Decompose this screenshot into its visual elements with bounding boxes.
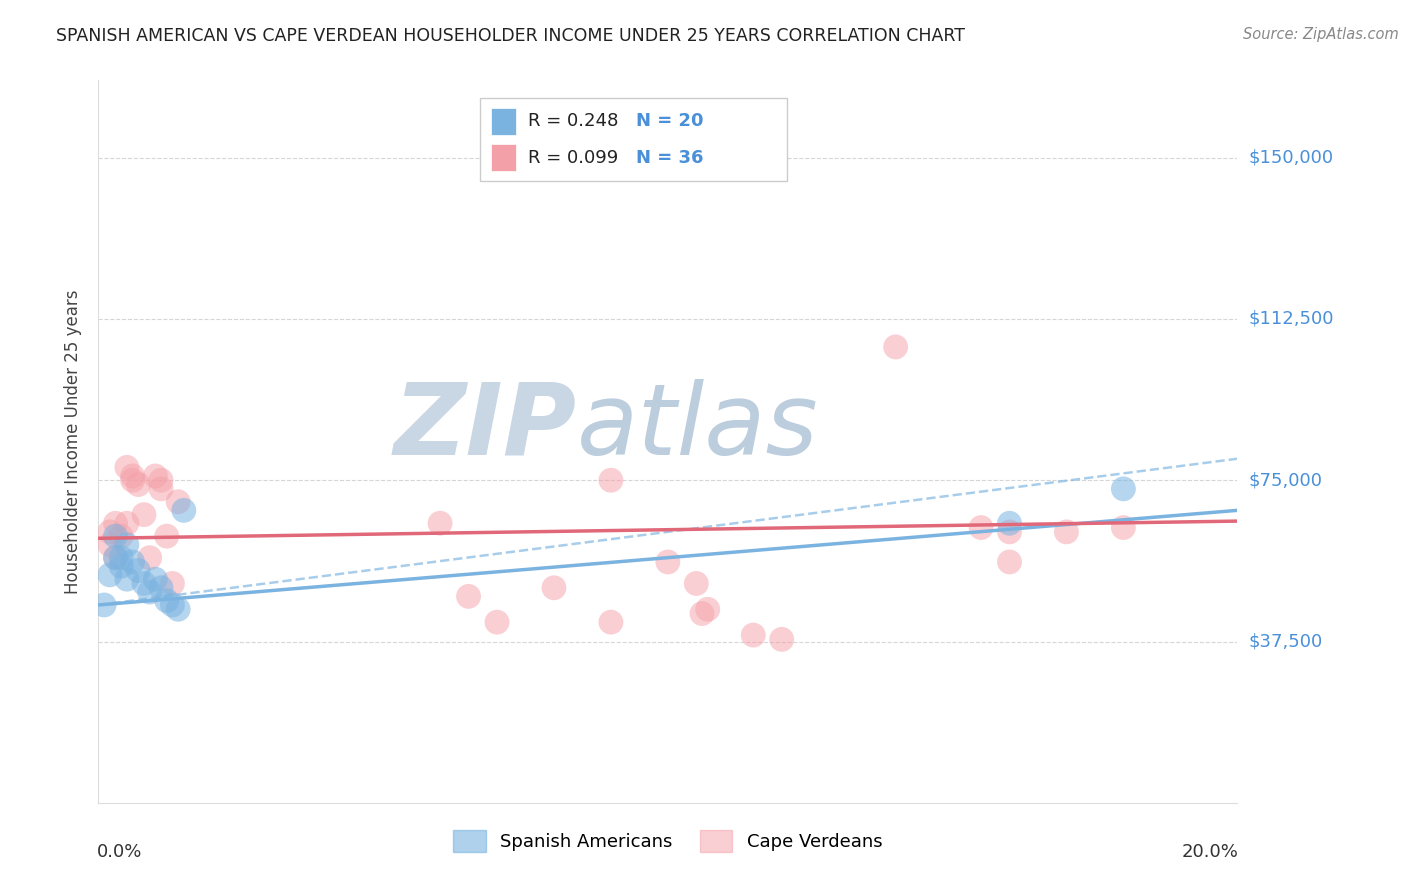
Point (998, 524, 1021, 539)
Point (998, 516, 1021, 531)
Point (121, 555, 143, 569)
Text: N = 36: N = 36 (636, 149, 703, 167)
Point (115, 516, 138, 531)
Y-axis label: Householder Income Under 25 years: Householder Income Under 25 years (65, 289, 83, 594)
Point (167, 494, 190, 508)
Point (98, 567, 121, 582)
Point (110, 559, 132, 574)
Text: R = 0.099: R = 0.099 (527, 149, 619, 167)
Point (543, 581, 565, 595)
Text: 20.0%: 20.0% (1181, 843, 1239, 861)
Point (127, 564, 149, 578)
Point (145, 469, 167, 483)
Point (657, 555, 679, 569)
Point (998, 555, 1021, 569)
Text: R = 0.248: R = 0.248 (527, 112, 619, 130)
Point (162, 576, 184, 591)
Point (145, 572, 167, 586)
Point (121, 473, 143, 487)
Point (150, 482, 173, 496)
Point (690, 607, 713, 621)
Point (138, 550, 160, 565)
FancyBboxPatch shape (479, 98, 787, 181)
Point (696, 602, 718, 616)
Point (138, 585, 160, 599)
Point (162, 598, 184, 612)
Point (98, 538, 121, 552)
Point (173, 503, 195, 517)
Point (486, 615, 509, 630)
FancyBboxPatch shape (491, 144, 516, 171)
Point (884, 340, 907, 354)
Point (429, 516, 451, 531)
Point (685, 576, 707, 591)
Point (98, 524, 121, 539)
FancyBboxPatch shape (491, 108, 516, 136)
Text: 0.0%: 0.0% (97, 843, 142, 861)
Point (150, 581, 173, 595)
Point (132, 508, 155, 522)
Text: $37,500: $37,500 (1249, 632, 1323, 650)
Point (156, 529, 179, 543)
Point (93, 598, 115, 612)
Point (104, 516, 127, 531)
Point (115, 538, 138, 552)
Point (104, 550, 127, 565)
Point (127, 477, 149, 491)
Text: SPANISH AMERICAN VS CAPE VERDEAN HOUSEHOLDER INCOME UNDER 25 YEARS CORRELATION C: SPANISH AMERICAN VS CAPE VERDEAN HOUSEHO… (56, 27, 966, 45)
Point (457, 590, 479, 604)
Point (110, 550, 132, 565)
Point (167, 602, 190, 616)
Point (121, 469, 143, 483)
Text: $150,000: $150,000 (1249, 149, 1333, 167)
Text: Source: ZipAtlas.com: Source: ZipAtlas.com (1243, 27, 1399, 42)
Text: atlas: atlas (576, 378, 818, 475)
Point (742, 628, 765, 642)
Point (600, 615, 623, 630)
Point (600, 473, 623, 487)
Point (132, 576, 155, 591)
Point (115, 460, 138, 475)
Point (1112, 482, 1135, 496)
Point (104, 529, 127, 543)
Point (1112, 520, 1135, 534)
Text: $75,000: $75,000 (1249, 471, 1323, 489)
Point (104, 550, 127, 565)
Point (770, 632, 793, 647)
Point (1056, 524, 1078, 539)
Text: ZIP: ZIP (394, 378, 576, 475)
Point (115, 572, 138, 586)
Point (156, 593, 179, 607)
Point (150, 473, 173, 487)
Legend: Spanish Americans, Cape Verdeans: Spanish Americans, Cape Verdeans (446, 822, 890, 859)
Text: N = 20: N = 20 (636, 112, 703, 130)
Point (970, 520, 993, 534)
Point (110, 529, 132, 543)
Text: $112,500: $112,500 (1249, 310, 1334, 328)
